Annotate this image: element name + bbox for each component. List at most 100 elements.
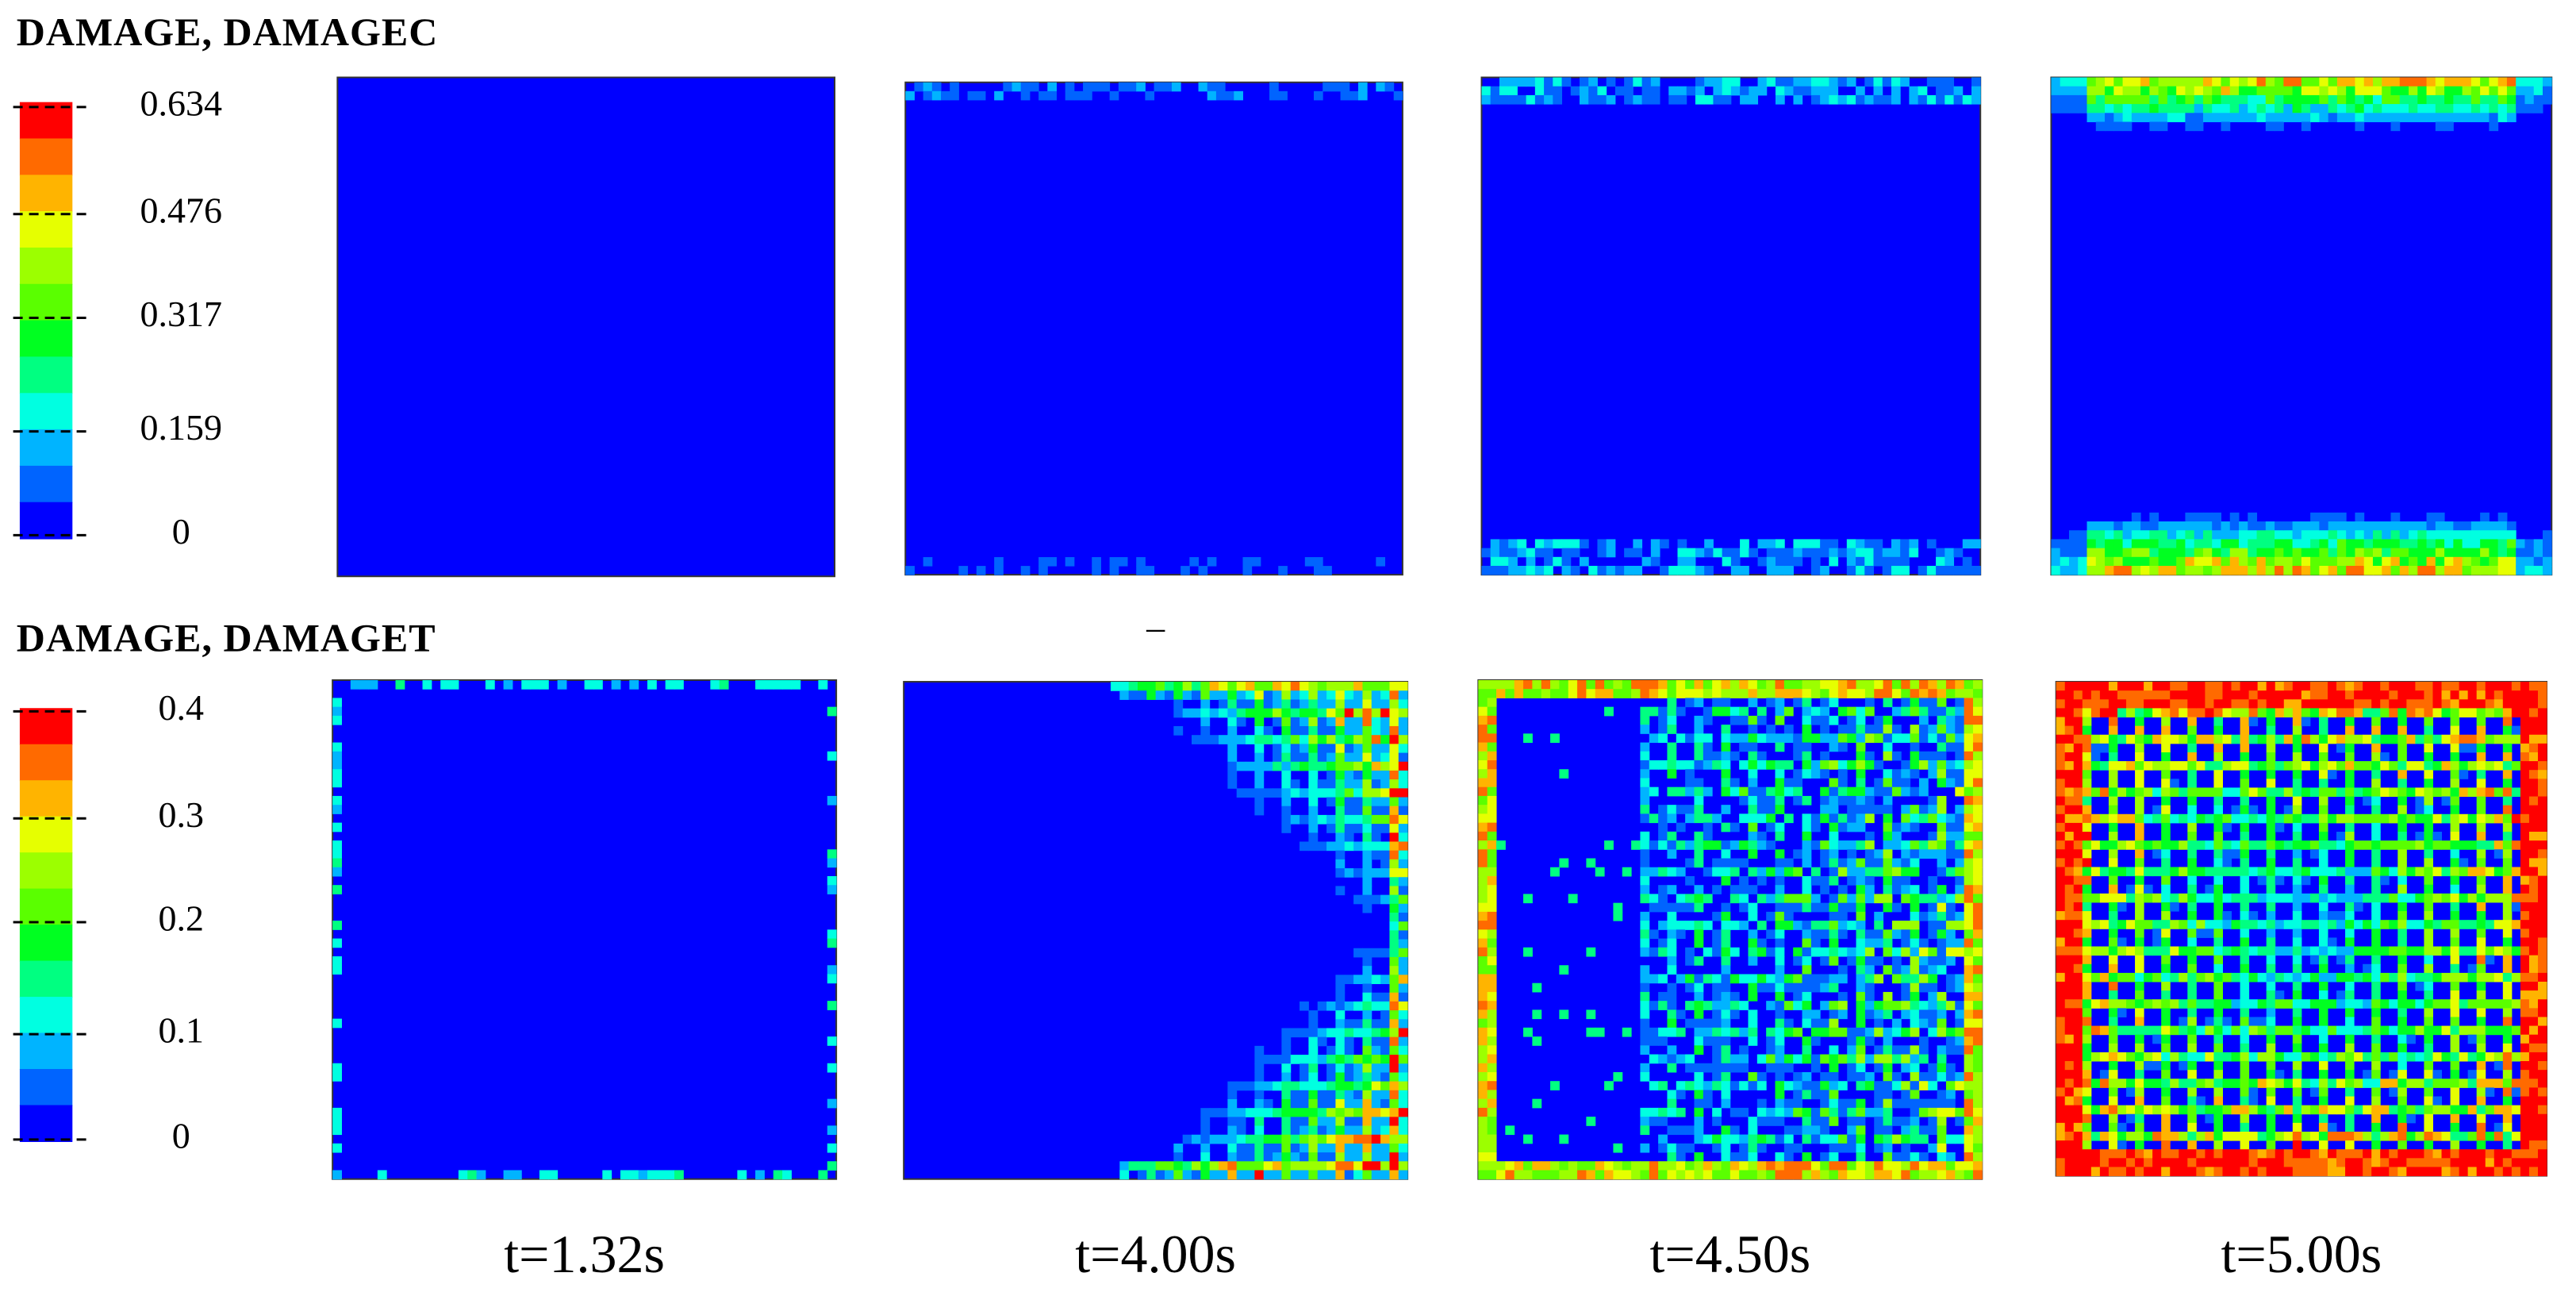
contour-cell: [2318, 1008, 2328, 1017]
contour-cell: [1263, 1098, 1273, 1109]
contour-cell: [2176, 530, 2186, 540]
contour-cell: [2205, 893, 2214, 903]
contour-cell: [2382, 113, 2391, 122]
contour-cell: [1380, 1134, 1390, 1144]
contour-cell: [2345, 1122, 2355, 1132]
contour-cell: [1209, 690, 1219, 700]
contour-cell: [2117, 1105, 2127, 1115]
contour-cell: [1640, 813, 1650, 824]
contour-cell: [1335, 744, 1346, 754]
contour-cell: [2205, 813, 2214, 824]
contour-cell: [1883, 929, 1893, 940]
contour-cell: [2292, 1043, 2302, 1053]
contour-cell: [1281, 1161, 1292, 1171]
contour-cell: [2099, 1079, 2110, 1088]
contour-cell: [2265, 77, 2275, 87]
contour-cell: [1847, 1143, 1857, 1153]
contour-cell: [1918, 1001, 1929, 1010]
contour-cell: [1891, 1045, 1902, 1056]
contour-cell: [2327, 972, 2337, 982]
contour-cell: [1398, 956, 1408, 967]
contour-cell: [1398, 948, 1408, 958]
contour-cell: [1640, 1001, 1650, 1010]
contour-cell: [2068, 548, 2079, 558]
contour-cell: [2222, 813, 2232, 824]
contour-cell: [1712, 1081, 1722, 1090]
contour-cell: [1685, 698, 1695, 708]
contour-cell: [2064, 1167, 2075, 1177]
contour-cell: [2542, 548, 2552, 558]
contour-cell: [1883, 1134, 1893, 1144]
contour-cell: [1335, 850, 1346, 860]
contour-cell: [1236, 761, 1246, 771]
contour-cell: [1173, 682, 1184, 691]
contour-cell: [1694, 1045, 1704, 1056]
contour-cell: [2149, 530, 2159, 540]
contour-cell: [2292, 1052, 2302, 1062]
contour-cell: [1487, 965, 1497, 975]
contour-cell: [2426, 94, 2436, 105]
contour-cell: [1478, 786, 1488, 797]
contour-cell: [2064, 708, 2075, 718]
contour-cell: [2327, 770, 2337, 779]
contour-cell: [2170, 893, 2179, 903]
contour-cell: [1398, 788, 1408, 798]
contour-cell: [1937, 921, 1947, 930]
contour-cell: [2064, 893, 2075, 903]
contour-cell: [2161, 832, 2171, 841]
contour-cell: [2064, 796, 2075, 806]
contour-cell: [1254, 752, 1265, 763]
contour-cell: [2202, 539, 2213, 549]
contour-cell: [2161, 902, 2171, 912]
contour-cell: [1371, 735, 1381, 744]
contour-cell: [764, 679, 774, 690]
contour-cell: [1802, 679, 1812, 690]
contour-cell: [2056, 682, 2066, 691]
contour-cell: [1236, 1161, 1246, 1171]
contour-cell: [2309, 867, 2320, 877]
contour-cell: [1864, 974, 1875, 984]
contour-cell: [1721, 840, 1731, 850]
contour-cell: [2090, 708, 2101, 718]
contour-cell: [1739, 1152, 1749, 1162]
contour-cell: [2240, 752, 2250, 762]
contour-cell: [1820, 679, 1830, 690]
contour-cell: [1254, 797, 1265, 807]
contour-cell: [2205, 920, 2214, 929]
contour-cell: [1937, 894, 1947, 904]
contour-cell: [2196, 1052, 2206, 1062]
contour-cell: [1254, 1152, 1265, 1162]
contour-cell: [2099, 734, 2110, 744]
contour-cell: [2292, 1158, 2302, 1167]
contour-cell: [1676, 689, 1686, 698]
contour-cell: [2345, 840, 2355, 850]
contour-cell: [1783, 1018, 1794, 1029]
contour-cell: [2354, 920, 2363, 929]
contour-cell: [1200, 708, 1211, 718]
contour-cell: [1389, 779, 1399, 789]
contour-cell: [1955, 760, 1965, 770]
contour-cell: [1667, 929, 1677, 940]
legend-band: [19, 780, 73, 817]
contour-cell: [1964, 822, 1974, 832]
contour-cell: [2149, 113, 2159, 122]
contour-cell: [2345, 717, 2355, 727]
contour-cell: [1263, 699, 1273, 709]
contour-cell: [1676, 867, 1686, 877]
contour-cell: [1721, 1054, 1731, 1064]
contour-cell: [1640, 751, 1650, 761]
contour-cell: [1273, 708, 1282, 718]
contour-cell: [1641, 94, 1652, 105]
contour-cell: [2144, 893, 2153, 903]
contour-cell: [1891, 706, 1902, 717]
contour-cell: [1640, 938, 1650, 948]
contour-cell: [2064, 805, 2075, 815]
contour-cell: [2240, 1052, 2250, 1062]
contour-cell: [1092, 566, 1101, 575]
contour-cell: [1972, 1143, 1983, 1153]
contour-cell: [2336, 1105, 2346, 1115]
contour-cell: [1775, 805, 1785, 814]
contour-cell: [2144, 1025, 2153, 1036]
contour-cell: [1972, 947, 1983, 957]
